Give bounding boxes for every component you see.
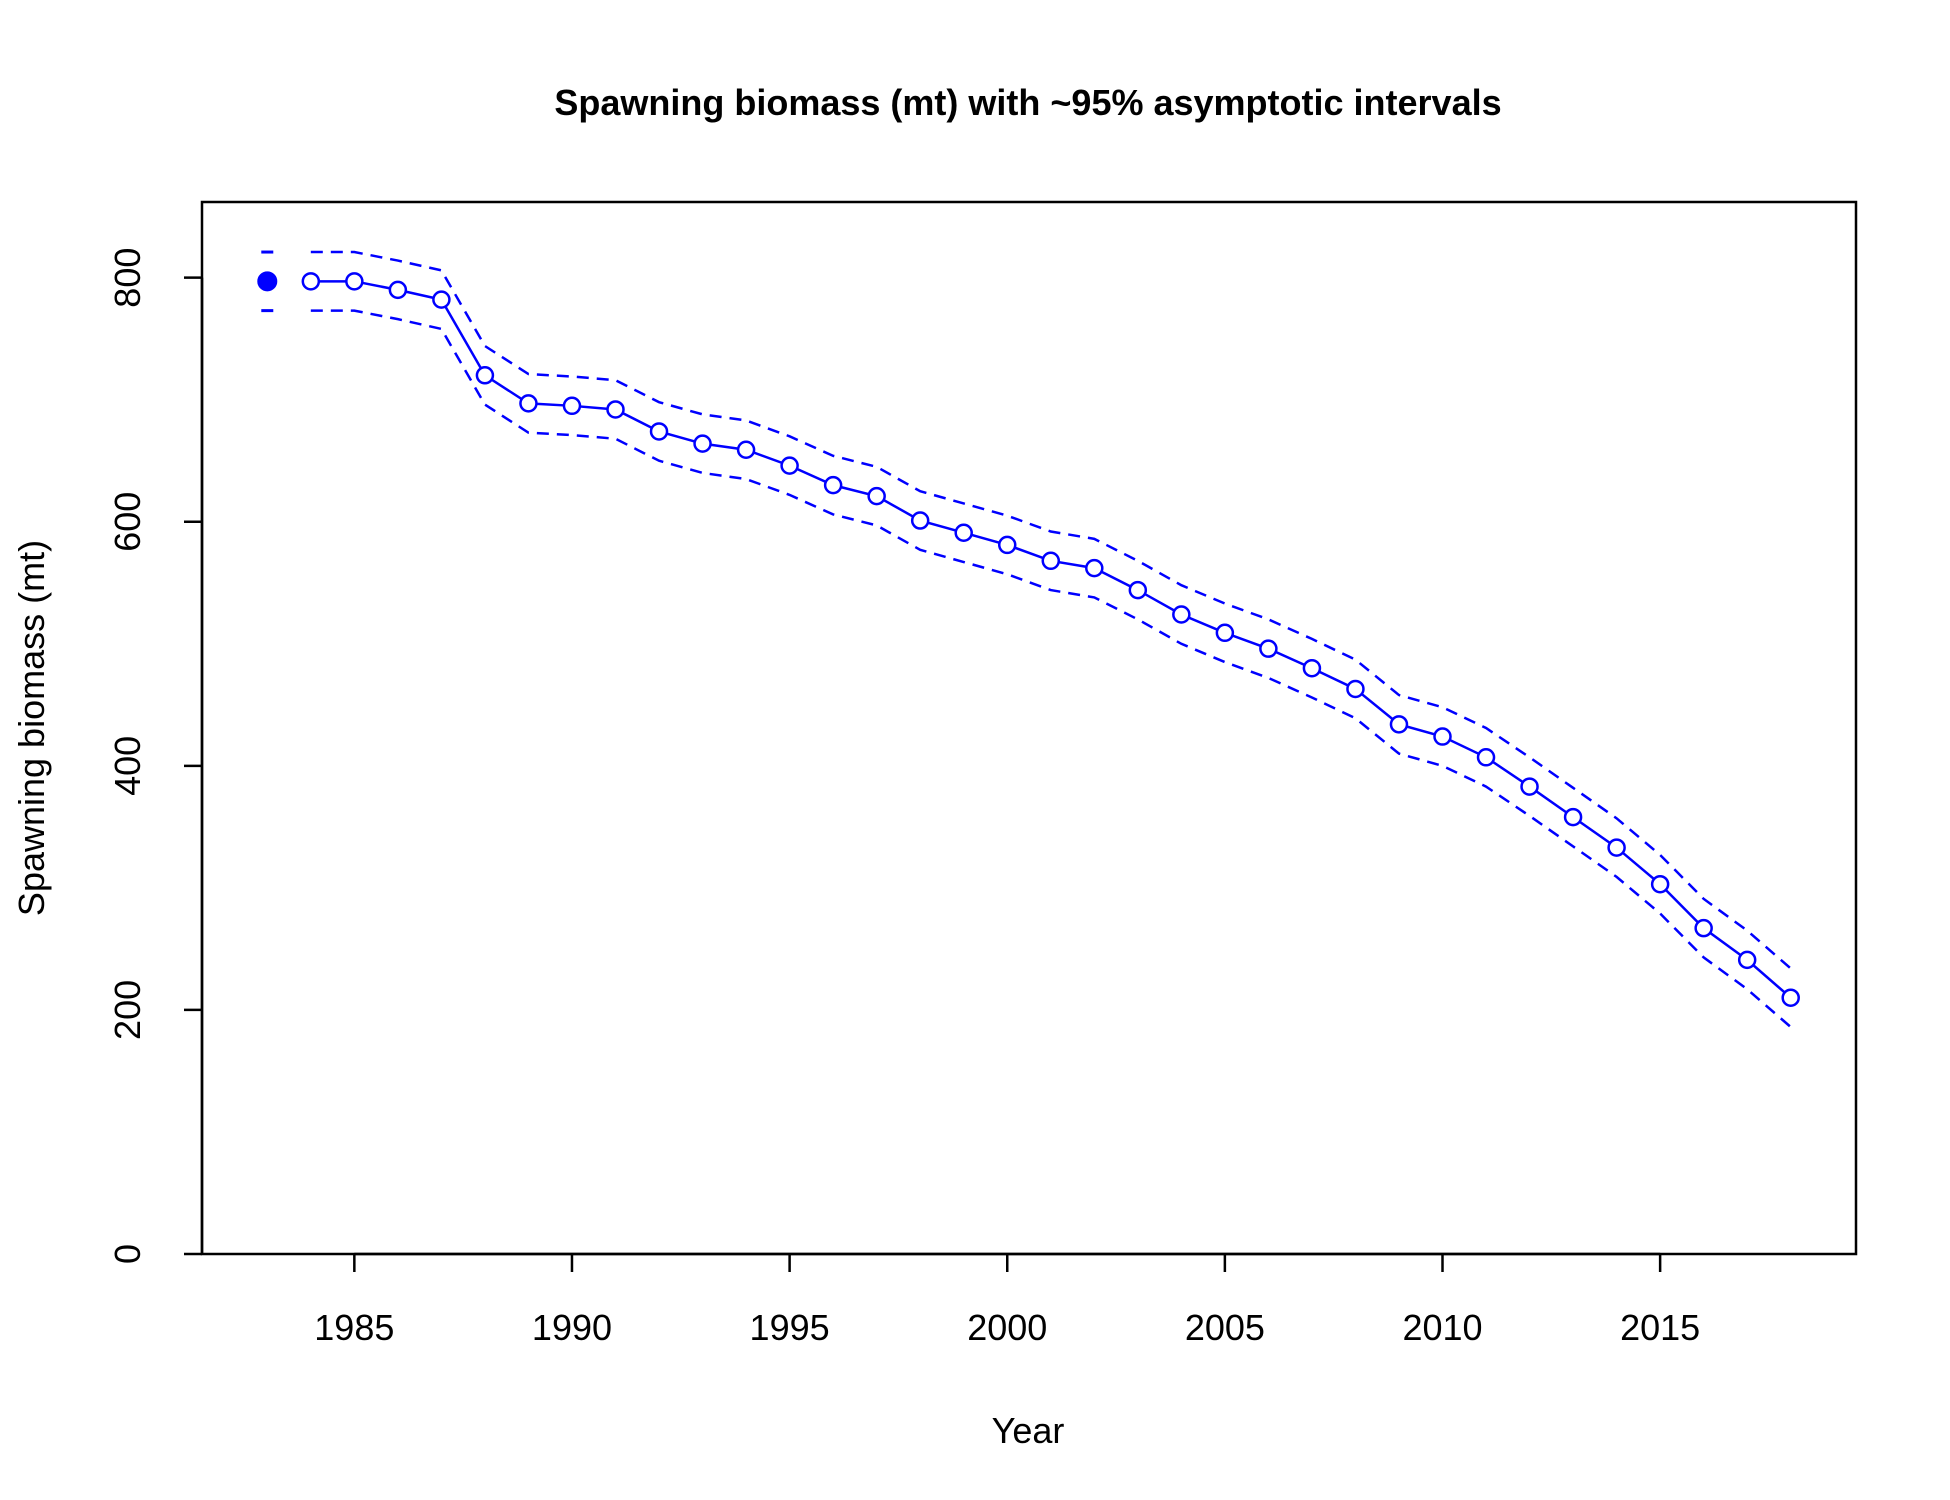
x-tick-label: 2005 bbox=[1185, 1307, 1265, 1348]
lower-interval-line bbox=[310, 309, 1792, 1028]
data-point bbox=[910, 511, 930, 530]
data-point bbox=[867, 486, 886, 506]
y-axis-label: Spawning biomass (mt) bbox=[11, 540, 52, 916]
data-point bbox=[954, 523, 973, 542]
x-axis: 1985 1990 1995 2000 2005 2010 2015 bbox=[314, 1252, 1700, 1348]
data-point bbox=[562, 396, 582, 416]
data-point bbox=[1346, 679, 1365, 699]
data-point bbox=[1563, 807, 1583, 827]
data-point bbox=[1781, 988, 1800, 1007]
data-point bbox=[1737, 950, 1757, 970]
upper-interval-line bbox=[310, 250, 1792, 970]
biomass-line bbox=[310, 280, 1792, 999]
data-point bbox=[1041, 551, 1061, 571]
data-point bbox=[1389, 715, 1409, 734]
data-point bbox=[1694, 918, 1713, 938]
series-layer bbox=[257, 250, 1800, 1028]
data-point bbox=[432, 290, 451, 309]
data-point bbox=[693, 434, 712, 453]
x-tick-label: 1990 bbox=[532, 1307, 612, 1348]
data-point bbox=[1172, 605, 1191, 624]
data-point bbox=[345, 272, 364, 291]
data-point bbox=[780, 456, 799, 475]
data-point bbox=[823, 475, 843, 495]
x-tick-label: 2000 bbox=[967, 1307, 1047, 1348]
y-tick-label: 400 bbox=[107, 736, 148, 796]
x-tick-label: 1995 bbox=[750, 1307, 830, 1348]
y-tick-label: 600 bbox=[107, 492, 148, 552]
y-tick-label: 200 bbox=[107, 980, 148, 1040]
x-tick-label: 1985 bbox=[314, 1307, 394, 1348]
data-point bbox=[1259, 639, 1278, 658]
data-point bbox=[1085, 558, 1104, 578]
data-point bbox=[301, 272, 321, 291]
data-point bbox=[1215, 623, 1235, 643]
data-point bbox=[649, 422, 669, 441]
data-point bbox=[1433, 727, 1452, 746]
y-tick-label: 0 bbox=[107, 1244, 148, 1264]
data-point bbox=[1520, 777, 1539, 796]
data-point bbox=[736, 440, 756, 459]
y-tick-label: 800 bbox=[107, 248, 148, 308]
data-point bbox=[475, 366, 495, 385]
x-tick-label: 2010 bbox=[1402, 1307, 1482, 1348]
x-axis-label: Year bbox=[992, 1410, 1065, 1451]
x-tick-label: 2015 bbox=[1620, 1307, 1700, 1348]
data-point bbox=[1476, 748, 1496, 767]
data-point bbox=[606, 400, 625, 419]
data-point bbox=[1607, 838, 1626, 857]
chart-title: Spawning biomass (mt) with ~95% asymptot… bbox=[554, 82, 1501, 123]
plot-frame bbox=[200, 200, 1858, 1256]
data-point bbox=[388, 280, 408, 300]
data-point bbox=[1302, 658, 1322, 678]
data-point bbox=[997, 535, 1017, 555]
virgin-point bbox=[257, 271, 278, 292]
y-axis: 0 200 400 600 800 bbox=[107, 248, 204, 1264]
data-point bbox=[519, 394, 538, 413]
data-point bbox=[1650, 874, 1670, 894]
data-point bbox=[1128, 580, 1148, 600]
